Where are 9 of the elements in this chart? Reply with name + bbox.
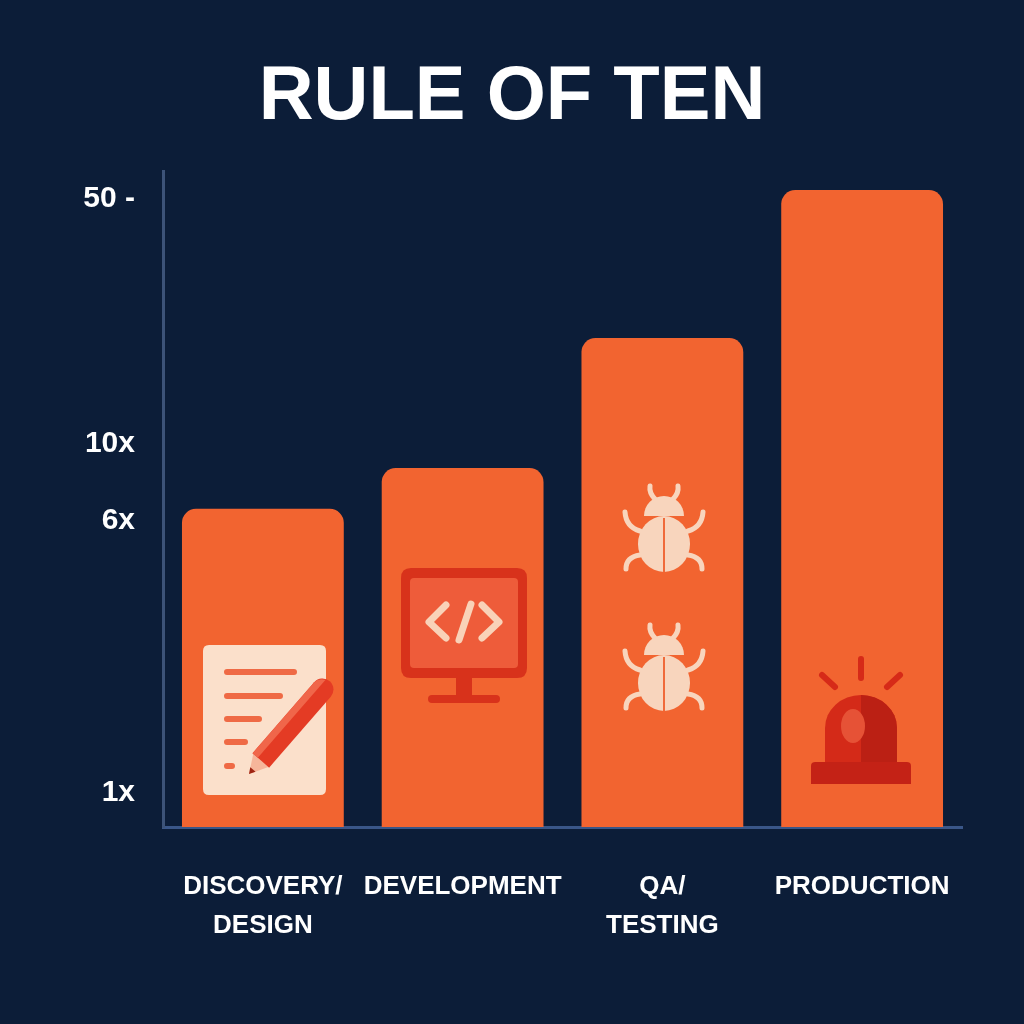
chart-title: RULE OF TEN	[258, 49, 766, 135]
y-tick-label: 50 -	[83, 180, 135, 214]
x-tick-label: DEVELOPMENT	[363, 869, 562, 900]
y-tick-label: 10x	[84, 424, 136, 458]
y-tick-label: 1x	[101, 774, 136, 808]
x-tick-label: QA/ TESTING	[606, 869, 719, 939]
x-tick-label: DISCOVERY/ DESIGN	[183, 869, 343, 939]
x-tick-label: PRODUCTION	[774, 869, 950, 900]
y-tick-label: 6x	[101, 502, 136, 536]
